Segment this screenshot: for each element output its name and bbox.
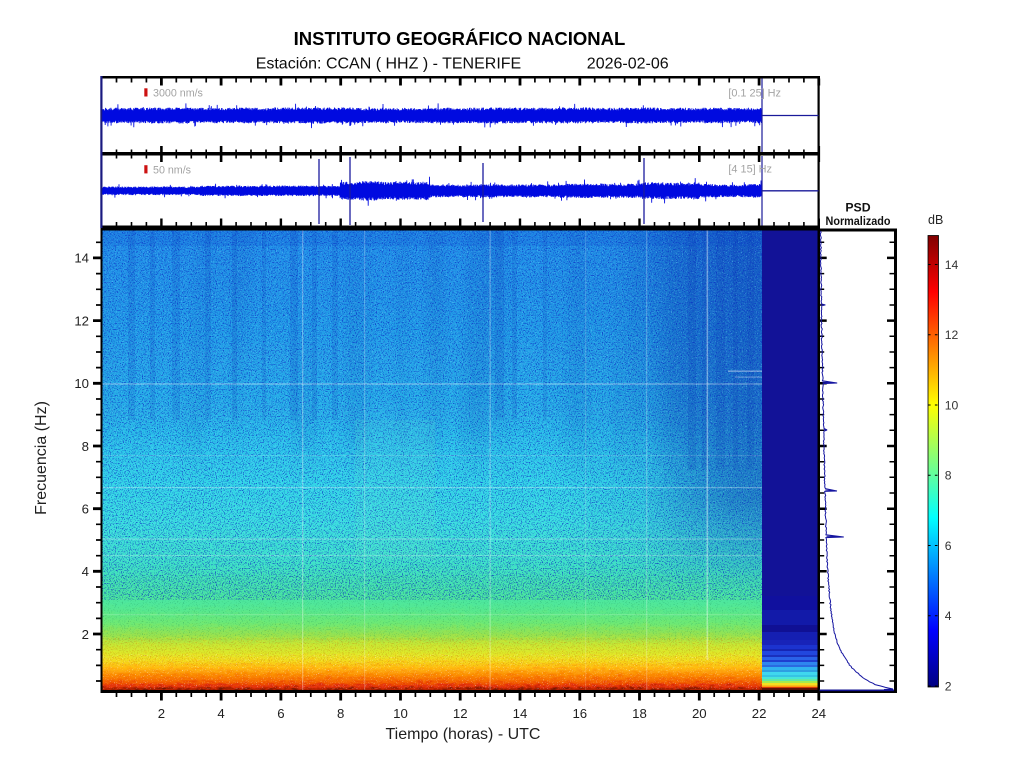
svg-text:Tiempo (horas) - UTC: Tiempo (horas) - UTC [386, 726, 541, 743]
svg-text:2: 2 [158, 706, 165, 721]
svg-text:8: 8 [82, 439, 89, 454]
svg-text:50 nm/s: 50 nm/s [153, 164, 191, 176]
svg-text:16: 16 [572, 706, 587, 721]
svg-text:10: 10 [393, 706, 408, 721]
svg-text:6: 6 [945, 539, 952, 553]
svg-text:2026-02-06: 2026-02-06 [587, 56, 669, 73]
svg-text:12: 12 [453, 706, 468, 721]
svg-text:12: 12 [945, 328, 959, 342]
svg-text:12: 12 [74, 313, 89, 328]
svg-text:6: 6 [277, 706, 284, 721]
svg-text:2: 2 [82, 627, 89, 642]
svg-text:INSTITUTO GEOGRÁFICO NACIONAL: INSTITUTO GEOGRÁFICO NACIONAL [294, 28, 626, 49]
svg-text:dB: dB [928, 213, 943, 227]
svg-text:20: 20 [692, 706, 707, 721]
svg-text:8: 8 [945, 469, 952, 483]
svg-text:24: 24 [811, 706, 826, 721]
svg-text:14: 14 [945, 258, 959, 272]
svg-text:14: 14 [74, 251, 89, 266]
svg-text:2: 2 [945, 679, 952, 693]
svg-text:10: 10 [74, 376, 89, 391]
svg-text:Normalizado: Normalizado [826, 215, 891, 228]
svg-text:6: 6 [82, 502, 89, 517]
svg-text:[4 15] Hz: [4 15] Hz [728, 164, 772, 176]
svg-text:10: 10 [945, 398, 959, 412]
svg-text:4: 4 [82, 564, 89, 579]
svg-text:14: 14 [513, 706, 528, 721]
svg-text:8: 8 [337, 706, 344, 721]
svg-text:3000 nm/s: 3000 nm/s [153, 88, 203, 100]
svg-text:4: 4 [217, 706, 224, 721]
svg-text:Frecuencia (Hz): Frecuencia (Hz) [33, 401, 50, 515]
svg-text:PSD: PSD [845, 201, 870, 215]
svg-text:[0.1 25] Hz: [0.1 25] Hz [728, 88, 781, 100]
svg-text:4: 4 [945, 609, 952, 623]
svg-text:Estación: CCAN ( HHZ ) - TENE: Estación: CCAN ( HHZ ) - TENERIFE [256, 56, 522, 73]
svg-text:18: 18 [632, 706, 647, 721]
svg-text:22: 22 [752, 706, 767, 721]
